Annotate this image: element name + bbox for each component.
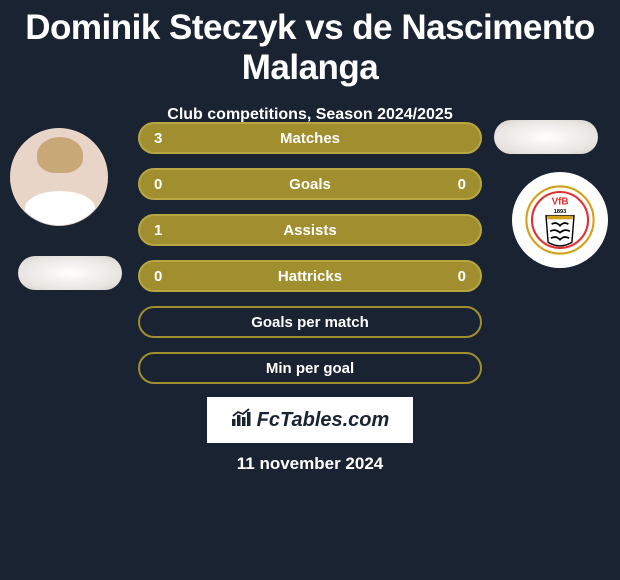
badge-right	[494, 120, 598, 154]
svg-text:1893: 1893	[554, 209, 566, 215]
stat-value-left: 1	[154, 222, 162, 239]
stat-row: 0 Hattricks 0	[138, 260, 482, 292]
stat-value-left: 0	[154, 176, 162, 193]
stat-label: Min per goal	[266, 360, 354, 377]
stat-row: 0 Goals 0	[138, 168, 482, 200]
stat-value-left: 3	[154, 130, 162, 147]
player-photo-left	[10, 128, 108, 226]
branding-text: FcTables.com	[257, 409, 390, 432]
vfb-crest-icon: VfB 1893	[525, 185, 595, 255]
badge-left	[18, 256, 122, 290]
chart-icon	[231, 408, 253, 432]
date-label: 11 november 2024	[0, 454, 620, 474]
club-logo-right: VfB 1893	[512, 172, 608, 268]
stat-label: Goals per match	[251, 314, 369, 331]
stat-value-right: 0	[458, 268, 466, 285]
stats-container: 3 Matches 0 Goals 0 1 Assists 0 Hattricks 0 Goals …	[138, 122, 482, 398]
branding-box: FcTables.com	[204, 394, 416, 446]
stat-row: 3 Matches	[138, 122, 482, 154]
stat-row: 1 Assists	[138, 214, 482, 246]
page-title: Dominik Steczyk vs de Nascimento Malanga	[0, 0, 620, 88]
stat-label: Goals	[289, 176, 331, 193]
stat-value-right: 0	[458, 176, 466, 193]
svg-text:VfB: VfB	[552, 197, 569, 208]
stat-label: Matches	[280, 130, 340, 147]
stat-value-left: 0	[154, 268, 162, 285]
stat-label: Hattricks	[278, 268, 342, 285]
stat-row: Min per goal	[138, 352, 482, 384]
stat-row: Goals per match	[138, 306, 482, 338]
stat-label: Assists	[283, 222, 336, 239]
